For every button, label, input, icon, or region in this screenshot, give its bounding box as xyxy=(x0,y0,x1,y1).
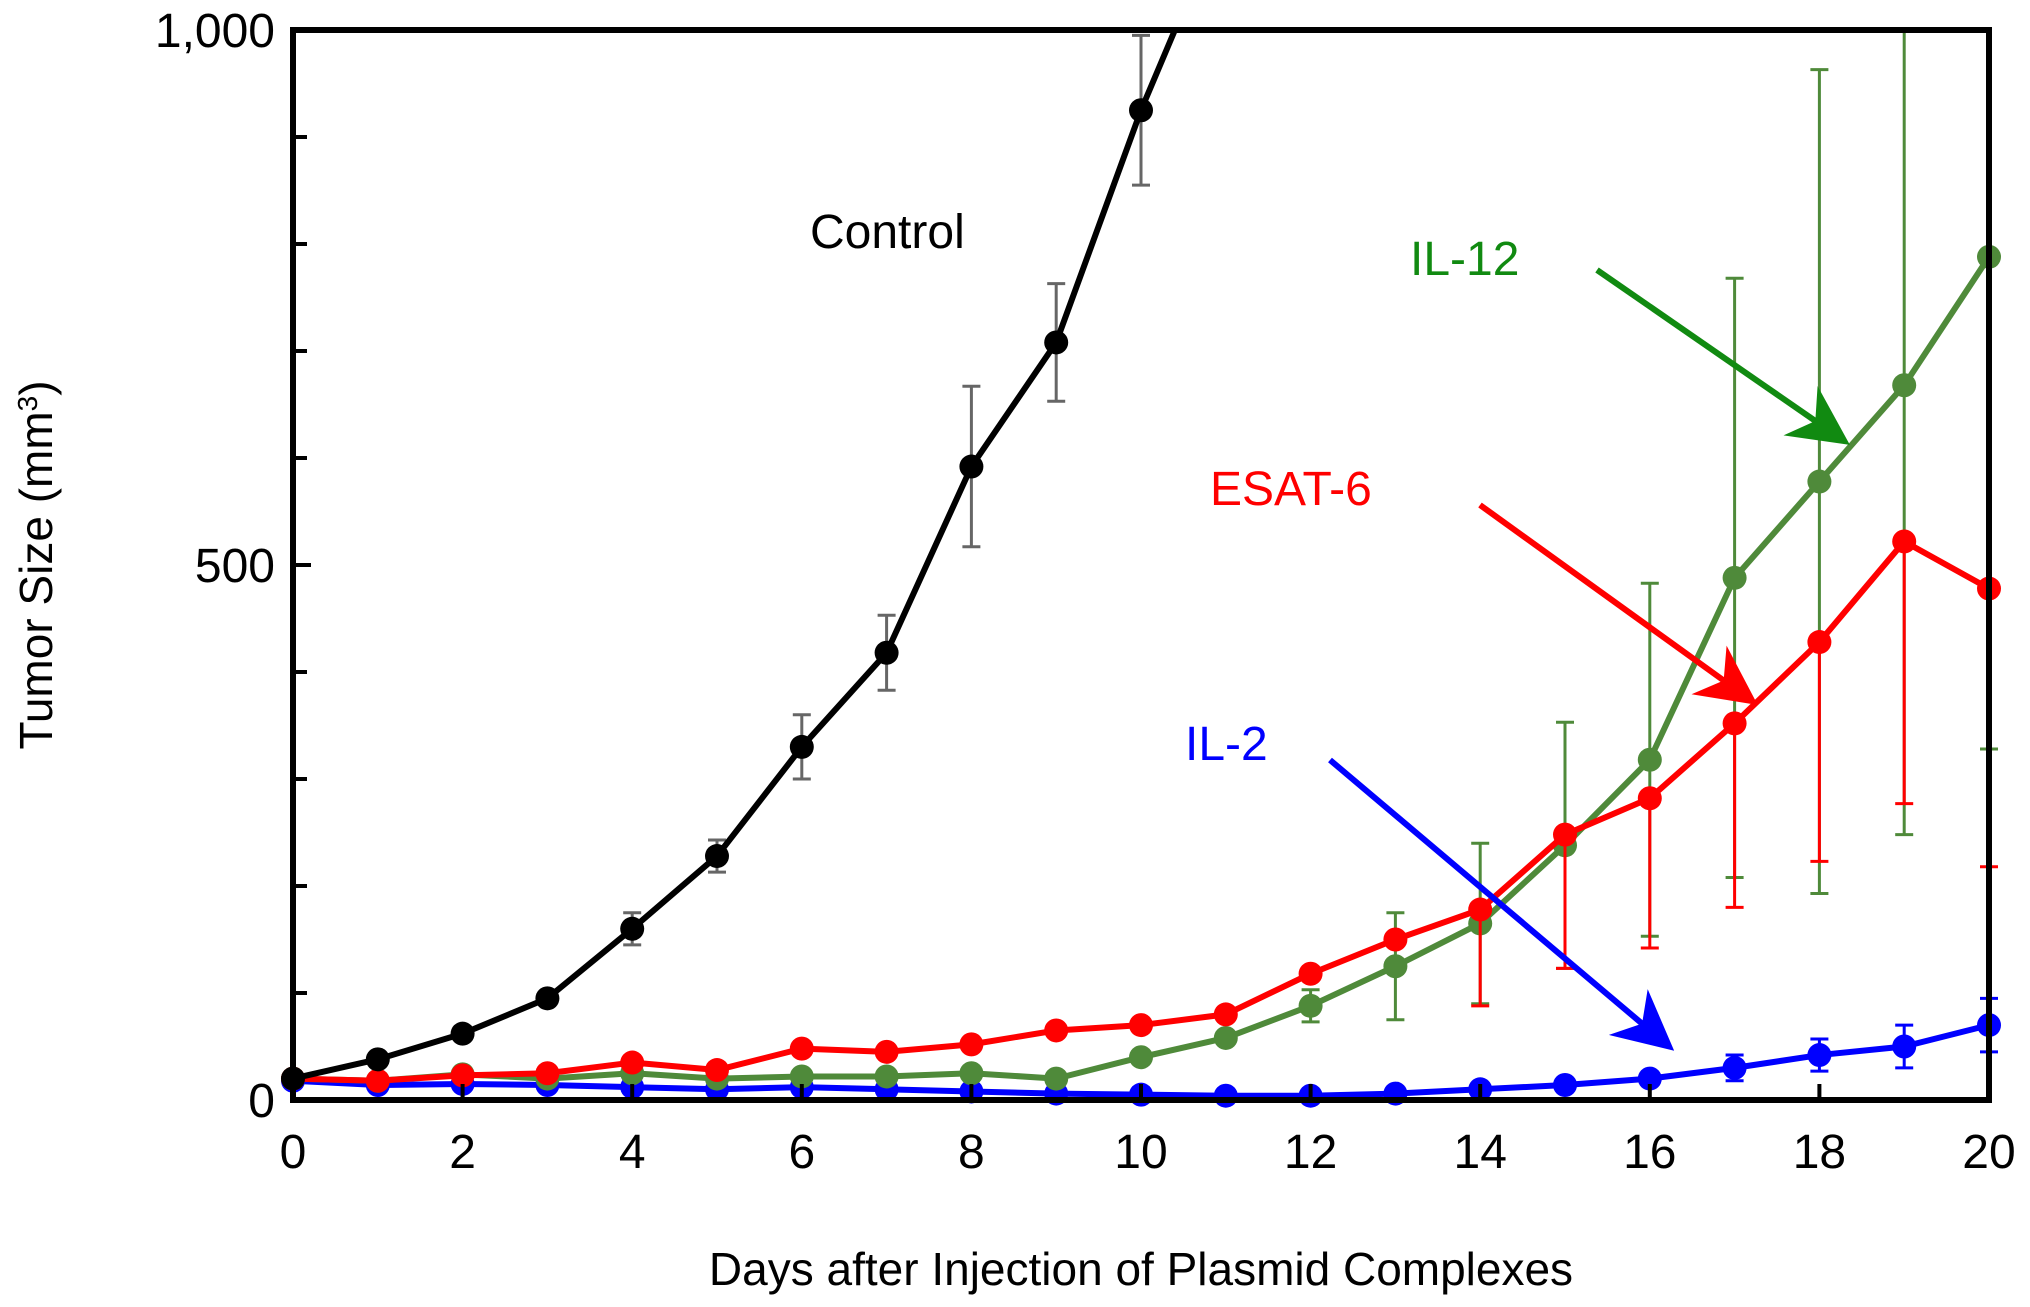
x-tick-label: 20 xyxy=(1962,1126,2015,1179)
data-point xyxy=(535,1061,560,1086)
data-point xyxy=(1892,529,1917,554)
data-point xyxy=(1722,711,1747,736)
data-point xyxy=(1807,1043,1832,1068)
y-axis-title: Tumor Size (mm3) xyxy=(10,380,62,749)
data-point xyxy=(1129,98,1153,123)
data-point xyxy=(1722,565,1747,590)
data-point xyxy=(1553,1073,1577,1098)
il2-label: IL-2 xyxy=(1185,718,1268,771)
data-point xyxy=(705,844,729,869)
data-point xyxy=(1044,330,1069,355)
y-axis-title-sup: 3 xyxy=(12,396,43,412)
series-il-12 xyxy=(281,30,2001,1093)
esat6-label: ESAT-6 xyxy=(1210,463,1372,516)
data-point xyxy=(1213,1025,1238,1050)
x-tick-label: 2 xyxy=(449,1126,476,1179)
x-tick-label: 4 xyxy=(619,1126,646,1179)
data-point xyxy=(620,1050,645,1075)
data-point xyxy=(1129,1013,1153,1038)
axis-layer: 0 2 4 6 8 10 12 14 16 18 20 0 500 1,000 xyxy=(155,5,2016,1179)
il12-arrow xyxy=(1595,267,1850,445)
data-point xyxy=(1213,1002,1238,1027)
data-point xyxy=(365,1068,390,1093)
series-esat-6 xyxy=(281,529,2001,1093)
data-point xyxy=(1807,469,1832,494)
data-point xyxy=(1044,1066,1069,1091)
control-label: Control xyxy=(810,206,965,259)
x-tick-label: 6 xyxy=(788,1126,815,1179)
data-point xyxy=(1213,1083,1238,1108)
esat6-arrow xyxy=(1478,502,1758,706)
series-control xyxy=(281,28,1178,1091)
data-point xyxy=(1383,927,1408,952)
data-point xyxy=(535,986,560,1011)
data-point xyxy=(1298,961,1323,986)
y-tick-label: 1,000 xyxy=(155,5,275,58)
x-tick-label: 16 xyxy=(1623,1126,1676,1179)
data-point xyxy=(874,1039,899,1064)
data-point xyxy=(450,1063,475,1088)
data-point xyxy=(1383,954,1408,979)
data-point xyxy=(365,1047,390,1072)
data-point xyxy=(450,1021,475,1046)
y-tick-label: 0 xyxy=(248,1075,275,1128)
data-point xyxy=(874,640,899,665)
il12-label: IL-12 xyxy=(1410,233,1519,286)
x-tick-label: 14 xyxy=(1454,1126,1507,1179)
data-point xyxy=(789,734,814,759)
data-point xyxy=(1892,1034,1917,1059)
y-axis-title-main: Tumor Size (mm xyxy=(10,411,62,749)
y-tick-label: 500 xyxy=(195,540,275,593)
data-point xyxy=(959,1032,984,1057)
data-point xyxy=(1892,373,1917,398)
data-point xyxy=(959,454,984,479)
data-point xyxy=(620,916,645,941)
data-point xyxy=(1044,1018,1069,1043)
data-point xyxy=(1637,786,1662,811)
data-point xyxy=(1637,747,1662,772)
x-tick-label: 10 xyxy=(1114,1126,1167,1179)
x-tick-label: 8 xyxy=(958,1126,985,1179)
series-layer xyxy=(281,28,2001,1108)
data-point xyxy=(959,1061,984,1086)
series-line xyxy=(292,28,1178,1082)
data-point xyxy=(705,1058,729,1083)
x-tick-label: 12 xyxy=(1284,1126,1337,1179)
data-point xyxy=(1807,630,1832,655)
il2-arrow xyxy=(1328,757,1675,1051)
data-point xyxy=(1129,1045,1153,1070)
data-point xyxy=(1637,1066,1662,1091)
data-point xyxy=(1298,993,1323,1018)
data-point xyxy=(789,1036,814,1061)
y-axis-title-close: ) xyxy=(10,380,62,395)
x-tick-label: 18 xyxy=(1793,1126,1846,1179)
data-point xyxy=(1722,1055,1747,1080)
x-axis-title: Days after Injection of Plasmid Complexe… xyxy=(709,1243,1573,1295)
data-point xyxy=(874,1064,899,1089)
data-point xyxy=(1468,897,1493,922)
data-point xyxy=(789,1064,814,1089)
data-point xyxy=(1553,822,1577,847)
x-tick-label: 0 xyxy=(280,1126,307,1179)
